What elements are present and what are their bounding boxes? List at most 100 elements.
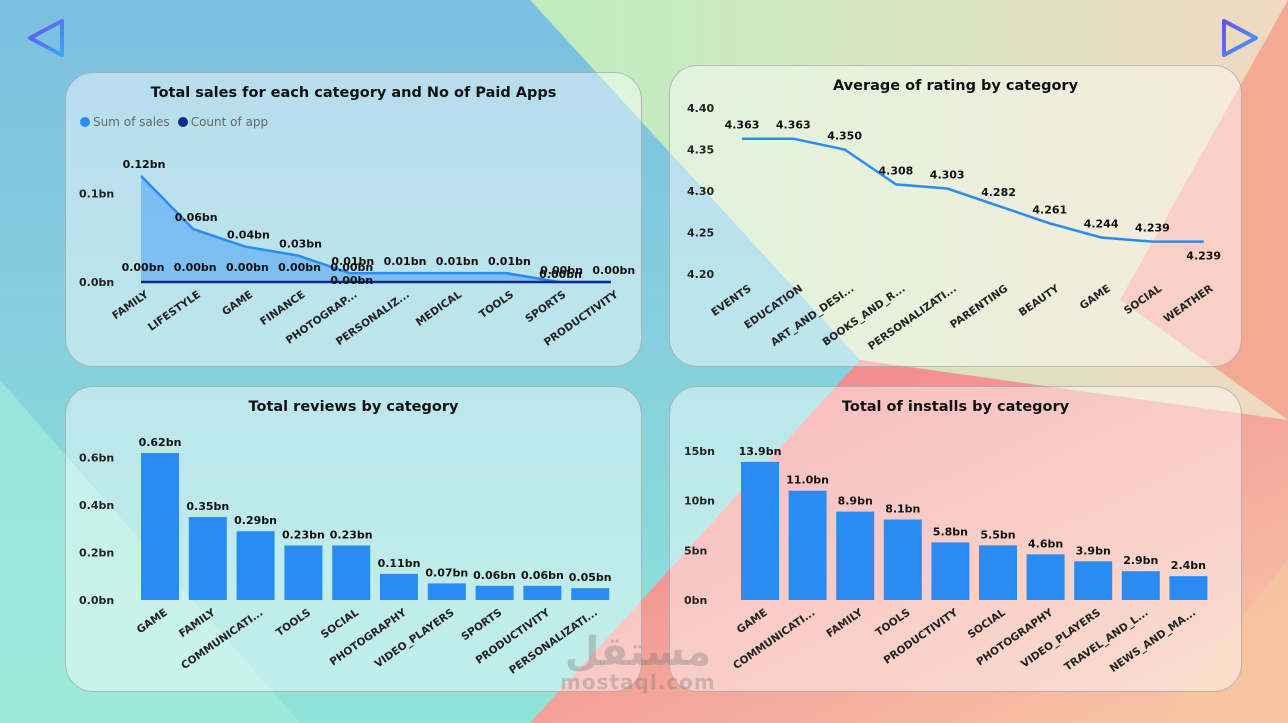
count-data-label: 0.00bn bbox=[539, 268, 582, 281]
y-tick-label: 0.6bn bbox=[79, 452, 114, 465]
bar-data-label: 0.07bn bbox=[425, 566, 468, 579]
x-tick-label: WEATHER bbox=[1162, 283, 1216, 326]
x-tick-label: FAMILY bbox=[824, 606, 865, 640]
legend-dot-sales bbox=[80, 117, 90, 127]
x-tick-label: SOCIAL bbox=[319, 606, 361, 641]
bar bbox=[188, 517, 227, 600]
bar-data-label: 13.9bn bbox=[739, 445, 782, 458]
bar bbox=[979, 545, 1017, 600]
sales-chart-plot: 0.0bn 0.1bn 0.12bn 0.06bn 0.04bn 0.03bn 0.01bn… bbox=[79, 158, 635, 349]
sales-data-label: 0.00bn bbox=[540, 264, 583, 277]
x-tick-label: BOOKS_AND_R... bbox=[821, 283, 908, 349]
bar bbox=[1026, 554, 1065, 600]
bar-data-label: 0.06bn bbox=[521, 569, 564, 582]
back-button[interactable] bbox=[24, 16, 68, 60]
x-tick-label: GAME bbox=[1078, 283, 1113, 313]
bar bbox=[1169, 576, 1208, 600]
installs-chart-title: Total of installs by category bbox=[841, 399, 1070, 415]
y-tick-label: 4.20 bbox=[687, 268, 714, 281]
x-tick-label: FINANCE bbox=[258, 289, 307, 328]
bar-data-label: 0.06bn bbox=[473, 569, 516, 582]
x-tick-label: BEAUTY bbox=[1017, 282, 1062, 319]
rating-data-label: 4.308 bbox=[879, 164, 914, 177]
sales-data-label: 0.04bn bbox=[227, 229, 270, 242]
x-tick-label: GAME bbox=[135, 607, 170, 637]
legend-item-sales[interactable]: Sum of sales bbox=[80, 115, 170, 129]
triangle-right-icon bbox=[1222, 19, 1258, 57]
legend-label-sales: Sum of sales bbox=[93, 115, 170, 129]
triangle-left-icon bbox=[28, 19, 64, 57]
sales-chart-legend: Sum of sales Count of app bbox=[80, 115, 268, 129]
sales-area-fill bbox=[141, 176, 611, 282]
bar bbox=[523, 585, 562, 600]
count-data-label: 0.00bn bbox=[330, 261, 373, 274]
installs-chart-plot: 0bn 5bn 10bn 15bn 13.9bn 11.0bn 8.9bn 8.1bn 5.8b… bbox=[684, 445, 1208, 675]
watermark: مستقل mostaql.com bbox=[560, 632, 716, 692]
bar-data-label: 0.23bn bbox=[330, 528, 373, 541]
y-tick-label: 15bn bbox=[684, 445, 715, 458]
y-tick-label: 0.1bn bbox=[79, 188, 114, 201]
x-tick-label: FAMILY bbox=[110, 288, 151, 322]
y-tick-label: 4.25 bbox=[687, 227, 714, 240]
sales-data-label: 0.12bn bbox=[123, 158, 166, 171]
x-tick-label: EVENTS bbox=[709, 283, 754, 319]
x-tick-label: SPORTS bbox=[459, 607, 504, 644]
x-tick-label: VIDEO_PLAYERS bbox=[373, 607, 457, 671]
y-tick-label: 5bn bbox=[684, 544, 707, 557]
count-data-label: 0.00bn bbox=[278, 261, 321, 274]
watermark-latin: mostaql.com bbox=[560, 670, 716, 694]
y-tick-label: 4.35 bbox=[687, 144, 714, 157]
bar-data-label: 8.9bn bbox=[838, 495, 873, 508]
rating-series-line bbox=[742, 137, 1204, 243]
legend-label-count: Count of app bbox=[190, 115, 269, 129]
bar bbox=[475, 585, 514, 600]
bar-data-label: 0.05bn bbox=[569, 571, 612, 584]
bar-data-label: 11.0bn bbox=[786, 474, 829, 487]
legend-item-count[interactable]: Count of app bbox=[177, 115, 269, 129]
x-tick-label: PERSONALIZATI... bbox=[866, 283, 959, 353]
bar-data-label: 0.11bn bbox=[378, 557, 421, 570]
rating-data-label: 4.239 bbox=[1186, 250, 1221, 263]
rating-data-label: 4.282 bbox=[981, 186, 1016, 199]
bar-data-label: 0.29bn bbox=[234, 514, 277, 527]
x-tick-label: COMMUNICATI... bbox=[731, 607, 817, 672]
bar bbox=[141, 453, 179, 600]
sales-series-line bbox=[140, 175, 611, 284]
bar-data-label: 0.35bn bbox=[186, 500, 229, 513]
x-tick-label: SPORTS bbox=[523, 289, 568, 326]
rating-data-label: 4.350 bbox=[827, 130, 862, 143]
bar-data-label: 5.5bn bbox=[980, 528, 1015, 541]
x-tick-label: FAMILY bbox=[177, 606, 218, 640]
sales-data-label: 0.01bn bbox=[331, 255, 374, 268]
bar bbox=[236, 531, 275, 600]
y-tick-label: 0.0bn bbox=[79, 594, 114, 607]
x-tick-label: TOOLS bbox=[477, 289, 516, 321]
sales-chart-title: Total sales for each category and No of … bbox=[150, 85, 557, 101]
bar bbox=[931, 542, 970, 600]
forward-button[interactable] bbox=[1218, 16, 1262, 60]
rating-data-label: 4.303 bbox=[930, 169, 965, 182]
bar-data-label: 5.8bn bbox=[933, 525, 968, 538]
reviews-chart-card: Total reviews by category 0.0bn 0.2bn 0.4b… bbox=[65, 386, 642, 692]
bar bbox=[741, 461, 779, 600]
rating-data-label: 4.244 bbox=[1084, 217, 1119, 230]
bar-data-label: 4.6bn bbox=[1028, 537, 1063, 550]
sales-chart-card: Total sales for each category and No of … bbox=[65, 72, 642, 367]
reviews-chart-title: Total reviews by category bbox=[248, 399, 459, 415]
rating-chart-plot: 4.20 4.25 4.30 4.35 4.40 4.363 4.363 4.350 4.308… bbox=[687, 102, 1221, 353]
x-tick-label: TOOLS bbox=[274, 607, 313, 639]
rating-data-label: 4.363 bbox=[776, 119, 811, 132]
count-data-label: 0.00bn bbox=[174, 261, 217, 274]
bar bbox=[1074, 561, 1113, 600]
bar bbox=[284, 545, 323, 600]
count-data-label: 0.00bn bbox=[122, 261, 165, 274]
x-tick-label: TRAVEL_AND_L... bbox=[1062, 607, 1150, 674]
sales-data-label: 0.01bn bbox=[488, 255, 531, 268]
legend-dot-count bbox=[177, 117, 188, 127]
watermark-arabic: مستقل bbox=[564, 629, 712, 675]
x-tick-label: PARENTING bbox=[948, 283, 1010, 331]
bar-data-label: 2.4bn bbox=[1171, 559, 1206, 572]
x-tick-label: NEWS_AND_MA... bbox=[1108, 607, 1198, 675]
bar-data-label: 2.9bn bbox=[1123, 554, 1158, 567]
reviews-chart-plot: 0.0bn 0.2bn 0.4bn 0.6bn 0.62bn 0.35bn 0.29bn 0.… bbox=[79, 436, 612, 677]
